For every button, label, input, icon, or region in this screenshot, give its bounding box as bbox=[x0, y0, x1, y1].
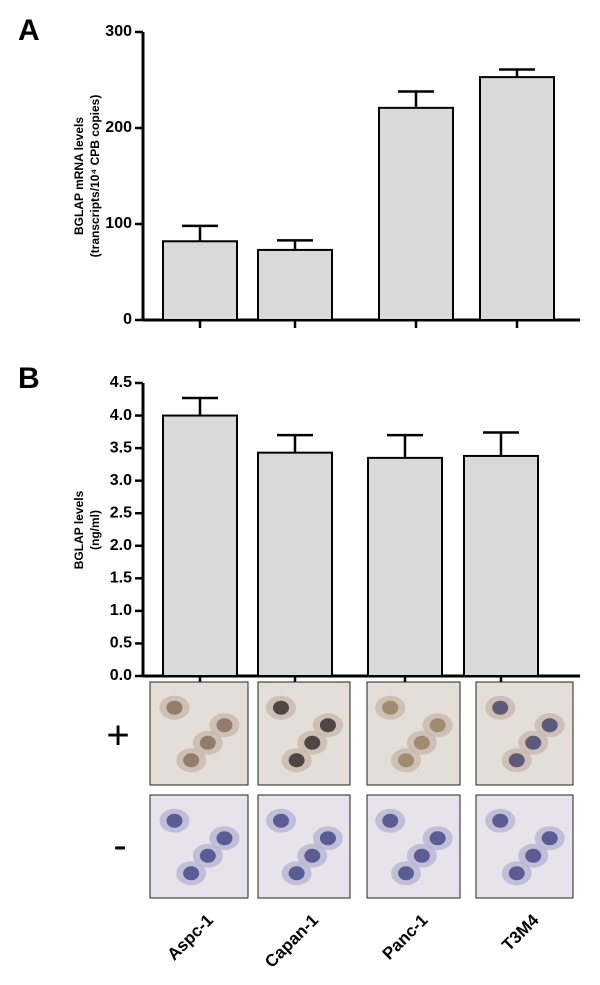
nucleus bbox=[288, 753, 305, 768]
y-tick-label: 3.5 bbox=[110, 439, 132, 456]
bar bbox=[257, 248, 333, 321]
nucleus bbox=[492, 700, 509, 715]
bar bbox=[479, 76, 555, 322]
nucleus bbox=[304, 848, 321, 863]
y-tick-label: 4.0 bbox=[110, 407, 132, 424]
y-tick-label: 2.0 bbox=[110, 537, 132, 554]
nucleus bbox=[183, 866, 200, 881]
nucleus bbox=[508, 866, 525, 881]
nucleus bbox=[304, 735, 321, 750]
bar bbox=[162, 240, 238, 321]
nucleus bbox=[541, 718, 558, 733]
nucleus bbox=[525, 735, 542, 750]
nucleus bbox=[382, 700, 399, 715]
nucleus bbox=[216, 831, 233, 846]
nucleus bbox=[199, 735, 216, 750]
nucleus bbox=[429, 831, 446, 846]
nucleus bbox=[429, 718, 446, 733]
y-tick-label: 3.0 bbox=[110, 472, 132, 489]
nucleus bbox=[216, 718, 233, 733]
x-tick-label: Panc-1 bbox=[379, 911, 432, 964]
panel-label: B bbox=[18, 362, 40, 395]
nucleus bbox=[492, 813, 509, 828]
nucleus bbox=[288, 866, 305, 881]
y-tick-label: 2.5 bbox=[110, 504, 132, 521]
nucleus bbox=[319, 718, 336, 733]
y-axis-label: BGLAP mRNA levels bbox=[72, 117, 86, 235]
nucleus bbox=[398, 753, 415, 768]
nucleus bbox=[413, 735, 430, 750]
y-tick-label: 0.0 bbox=[110, 667, 132, 684]
bar bbox=[162, 414, 238, 677]
bar bbox=[257, 451, 333, 677]
bar bbox=[463, 454, 539, 677]
nucleus bbox=[398, 866, 415, 881]
y-tick-label: 1.0 bbox=[110, 602, 132, 619]
y-tick-label: 1.5 bbox=[110, 570, 132, 587]
nucleus bbox=[319, 831, 336, 846]
nucleus bbox=[166, 813, 183, 828]
y-tick-label: 0.5 bbox=[110, 635, 132, 652]
y-tick-label: 200 bbox=[105, 119, 132, 136]
x-tick-label: Aspc-1 bbox=[163, 911, 217, 965]
nucleus bbox=[382, 813, 399, 828]
bar bbox=[367, 456, 443, 677]
row-label: + bbox=[106, 714, 129, 758]
bar bbox=[378, 106, 454, 321]
x-tick-label: T3M4 bbox=[498, 910, 543, 955]
nucleus bbox=[183, 753, 200, 768]
y-tick-label: 300 bbox=[105, 23, 132, 40]
y-axis-label: (transcripts/10⁴ CPB copies) bbox=[88, 95, 102, 258]
nucleus bbox=[541, 831, 558, 846]
x-tick-label: Capan-1 bbox=[261, 911, 322, 972]
y-tick-label: 4.5 bbox=[110, 374, 132, 391]
nucleus bbox=[273, 700, 289, 715]
row-label: - bbox=[113, 824, 126, 868]
y-axis-label: BGLAP levels bbox=[72, 490, 86, 569]
nucleus bbox=[525, 848, 542, 863]
nucleus bbox=[166, 700, 183, 715]
nucleus bbox=[273, 813, 289, 828]
nucleus bbox=[413, 848, 430, 863]
nucleus bbox=[508, 753, 525, 768]
panel-label: A bbox=[18, 14, 40, 47]
y-axis-label: (ng/ml) bbox=[88, 510, 102, 550]
nucleus bbox=[199, 848, 216, 863]
y-tick-label: 0 bbox=[123, 311, 132, 328]
y-tick-label: 100 bbox=[105, 215, 132, 232]
